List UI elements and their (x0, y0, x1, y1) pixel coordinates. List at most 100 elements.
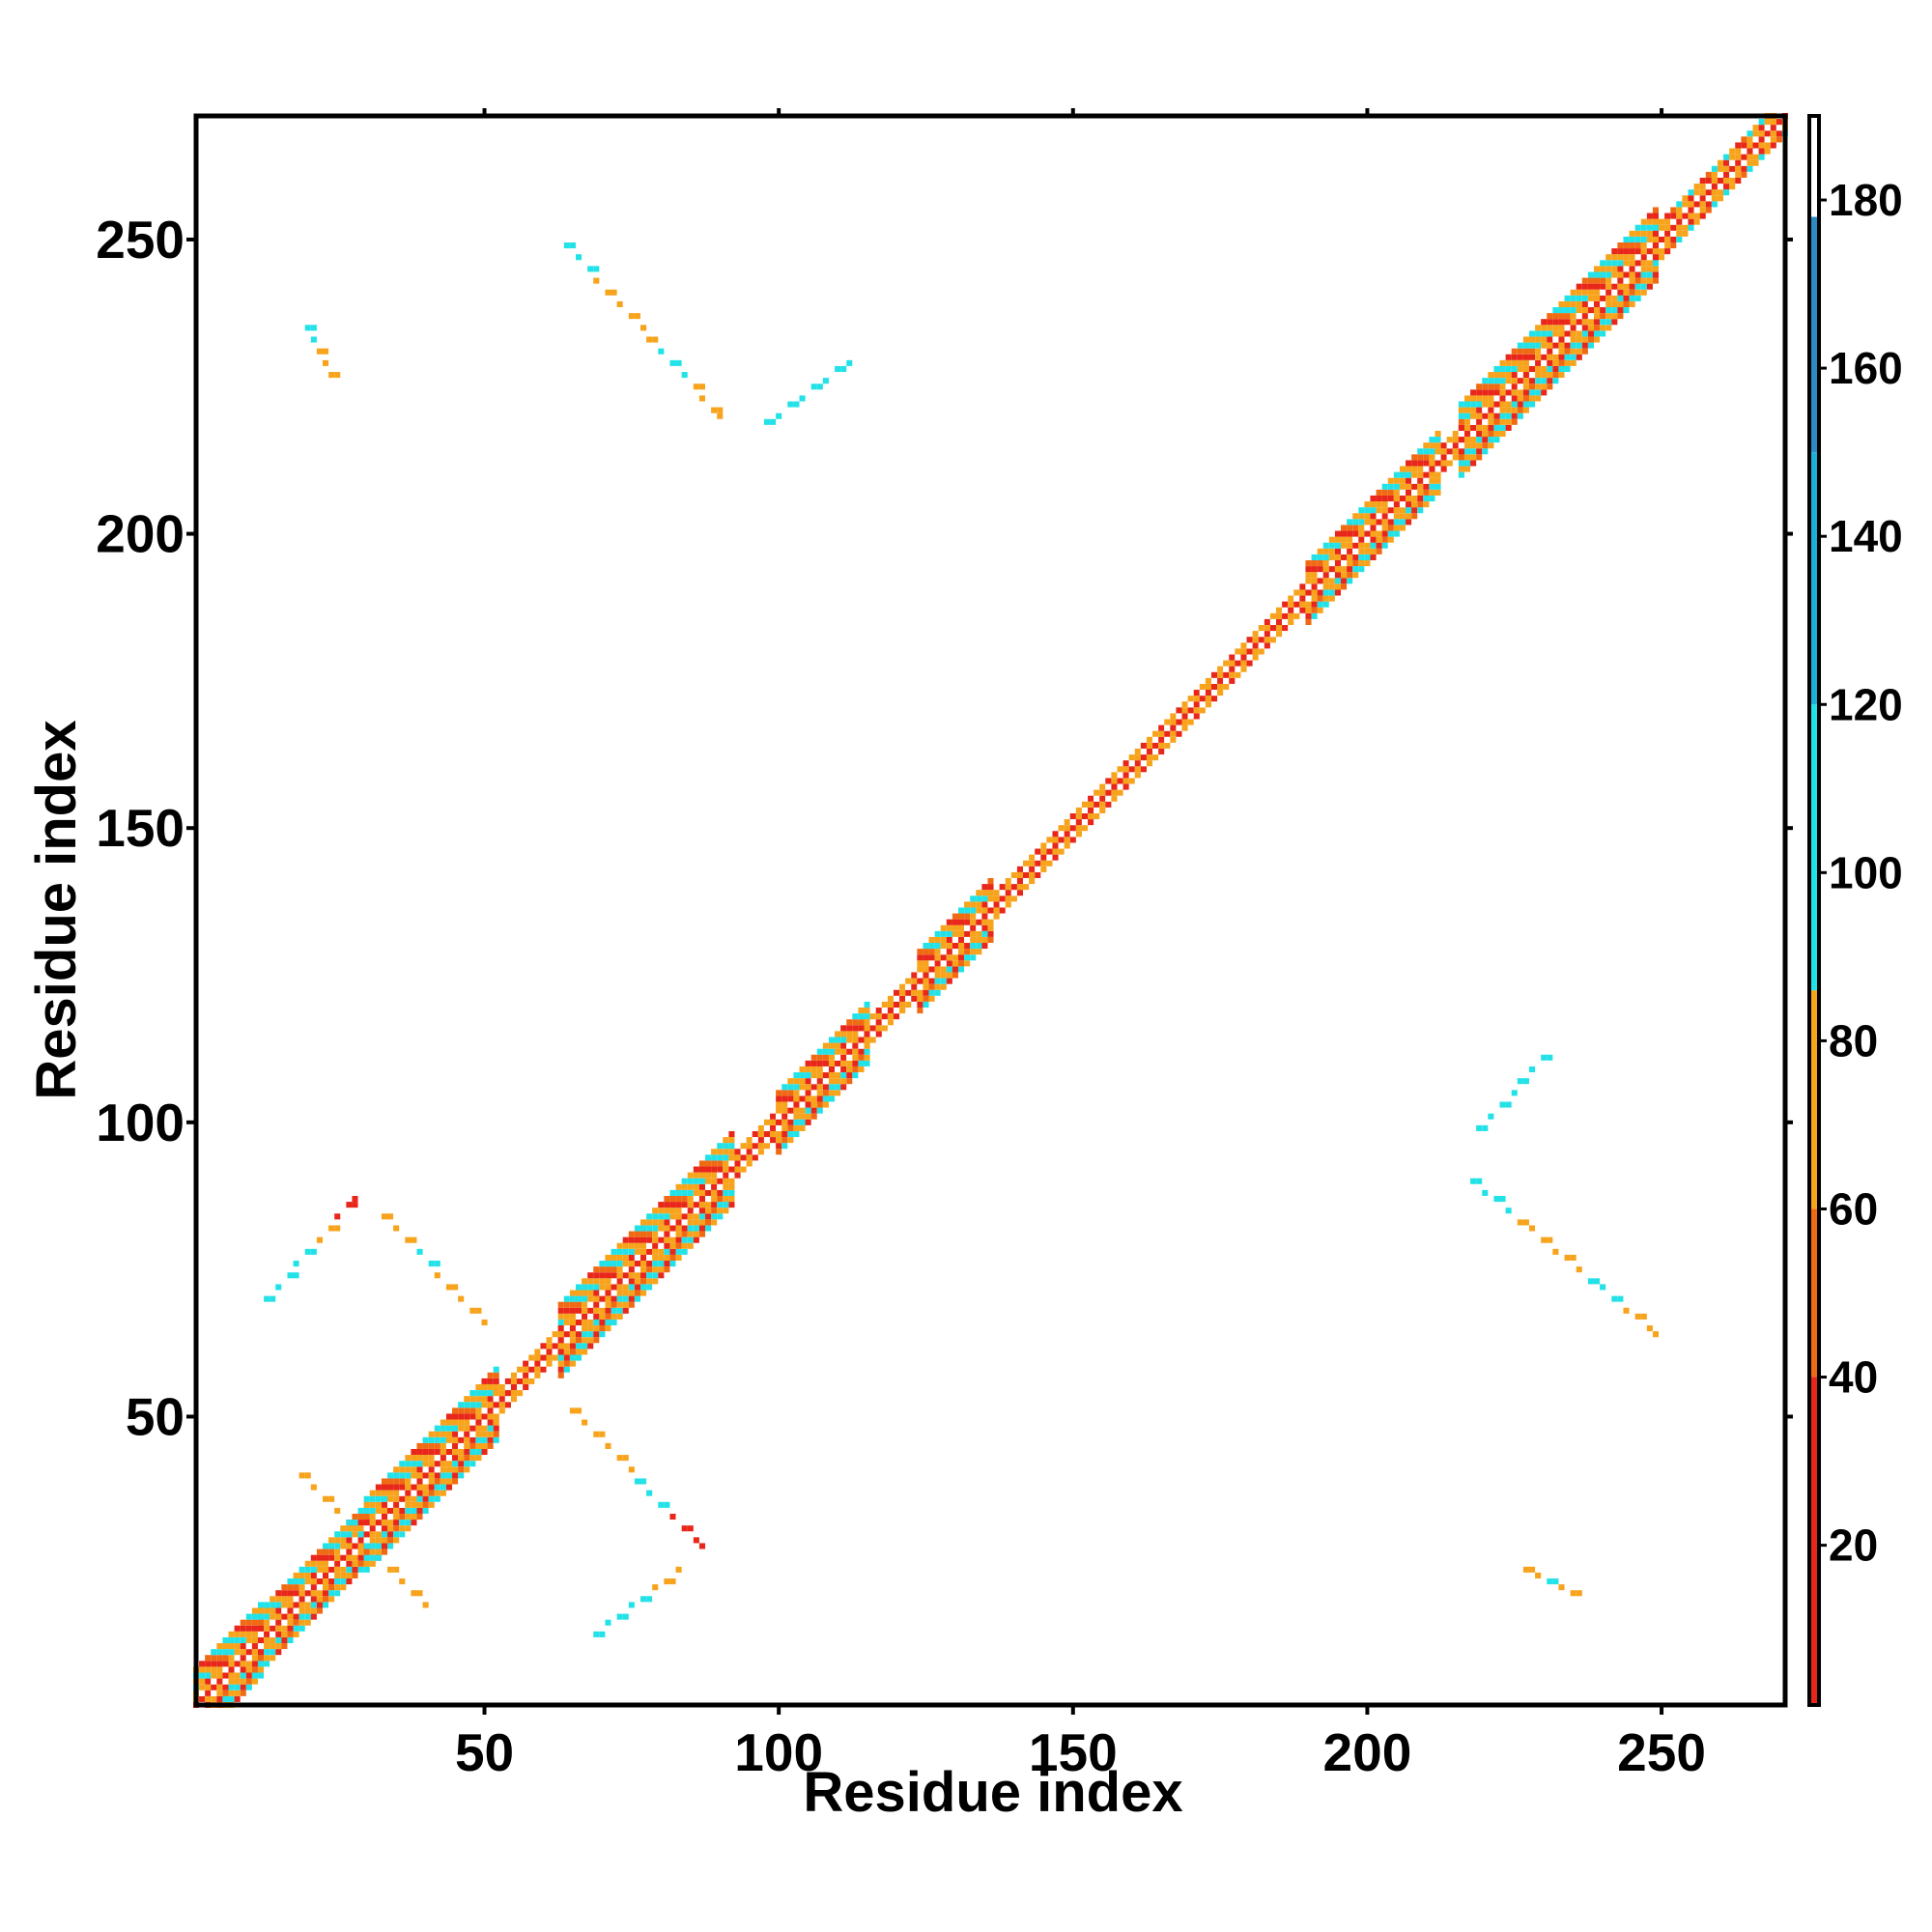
heatmap-cell (575, 1337, 582, 1344)
heatmap-cell (770, 1137, 777, 1144)
heatmap-cell (928, 995, 935, 1002)
heatmap-cell (1594, 330, 1601, 337)
heatmap-cell (1528, 1225, 1536, 1232)
heatmap-cell (1016, 884, 1023, 891)
heatmap-cell (1111, 772, 1118, 779)
heatmap-cell (1035, 871, 1041, 878)
heatmap-cell (658, 1242, 665, 1249)
heatmap-cell (628, 1278, 635, 1285)
heatmap-cell (622, 1272, 629, 1279)
heatmap-cell (993, 895, 1000, 902)
heatmap-cell (1293, 595, 1300, 602)
heatmap-cell (875, 1013, 882, 1020)
heatmap-cell (199, 1695, 206, 1702)
heatmap-cell (381, 1501, 387, 1508)
heatmap-cell (1587, 319, 1594, 326)
heatmap-cell (1269, 625, 1276, 632)
heatmap-cell (1023, 866, 1030, 872)
heatmap-cell (369, 1525, 376, 1532)
heatmap-cell (810, 1084, 817, 1091)
heatmap-cell (1705, 171, 1712, 178)
heatmap-cell (1417, 466, 1424, 472)
heatmap-cell (1522, 378, 1529, 384)
heatmap-cell (587, 1331, 594, 1338)
heatmap-cell (1052, 831, 1059, 838)
heatmap-cell (698, 1160, 705, 1167)
heatmap-cell (340, 1537, 347, 1544)
heatmap-cell (1081, 819, 1089, 826)
heatmap-cell (1587, 300, 1594, 307)
heatmap-cell (1576, 283, 1582, 290)
heatmap-cell (1069, 825, 1076, 832)
heatmap-cell (934, 936, 941, 943)
heatmap-cell (1311, 612, 1318, 619)
heatmap-cell (1711, 171, 1718, 178)
heatmap-cell (1399, 477, 1406, 484)
heatmap-cell (1293, 589, 1300, 596)
heatmap-cell (304, 1607, 311, 1614)
heatmap-cell (917, 966, 923, 973)
heatmap-cell (510, 1383, 518, 1391)
heatmap-cell (569, 1313, 576, 1320)
heatmap-cell (504, 1390, 511, 1397)
heatmap-cell (705, 1178, 712, 1184)
heatmap-cell (245, 1636, 252, 1644)
heatmap-cell (493, 1419, 499, 1426)
heatmap-cell (1046, 848, 1053, 855)
heatmap-cell (1664, 224, 1671, 231)
heatmap-cell (899, 995, 906, 1002)
heatmap-cell (1600, 313, 1606, 320)
heatmap-cell (917, 995, 923, 1002)
heatmap-cell (1246, 642, 1253, 649)
heatmap-cell (199, 1684, 206, 1690)
heatmap-cell (1623, 266, 1630, 272)
heatmap-cell (363, 1525, 370, 1532)
heatmap-cell (1482, 1189, 1489, 1196)
heatmap-cell (264, 1631, 270, 1637)
heatmap-cell (1576, 319, 1582, 326)
heatmap-cell (557, 1319, 564, 1326)
heatmap-cell (1499, 365, 1506, 373)
heatmap-cell (251, 1625, 258, 1632)
heatmap-cell (652, 1272, 659, 1279)
heatmap-cell (1528, 401, 1536, 408)
heatmap-cell (711, 1166, 718, 1173)
heatmap-cell (593, 1295, 600, 1302)
heatmap-cell (287, 1625, 294, 1632)
heatmap-cell (852, 1037, 859, 1043)
heatmap-cell (1535, 359, 1542, 366)
heatmap-cell (1105, 795, 1112, 802)
heatmap-cell (646, 1272, 653, 1279)
heatmap-cell (681, 1178, 688, 1184)
heatmap-cell (1652, 224, 1659, 231)
heatmap-cell (605, 1319, 611, 1326)
heatmap-cell (1499, 378, 1506, 384)
heatmap-cell (528, 1372, 535, 1378)
heatmap-cell (858, 1019, 865, 1026)
heatmap-cell (781, 1095, 788, 1102)
heatmap-cell (1476, 442, 1483, 449)
heatmap-cell (552, 1354, 558, 1361)
heatmap-cell (1482, 418, 1489, 425)
heatmap-cell (634, 1225, 640, 1232)
heatmap-cell (687, 1213, 694, 1220)
heatmap-cell (1376, 507, 1382, 514)
heatmap-cell (587, 1284, 594, 1291)
heatmap-cell (1205, 701, 1211, 708)
heatmap-cell (1634, 260, 1641, 267)
heatmap-cell (687, 1225, 694, 1232)
heatmap-cell (257, 1602, 265, 1608)
heatmap-cell (1646, 230, 1653, 237)
heatmap-cell (805, 1095, 811, 1102)
heatmap-cell (1570, 307, 1577, 314)
heatmap-cell (481, 1431, 488, 1437)
heatmap-cell (858, 1042, 865, 1049)
heatmap-cell (964, 930, 971, 937)
heatmap-cell (852, 1048, 859, 1055)
heatmap-cell (1223, 683, 1230, 691)
heatmap-cell (1552, 365, 1559, 373)
heatmap-cell (1605, 266, 1612, 272)
heatmap-cell (1058, 825, 1065, 832)
heatmap-cell (1600, 325, 1606, 331)
heatmap-cell (357, 1566, 364, 1573)
